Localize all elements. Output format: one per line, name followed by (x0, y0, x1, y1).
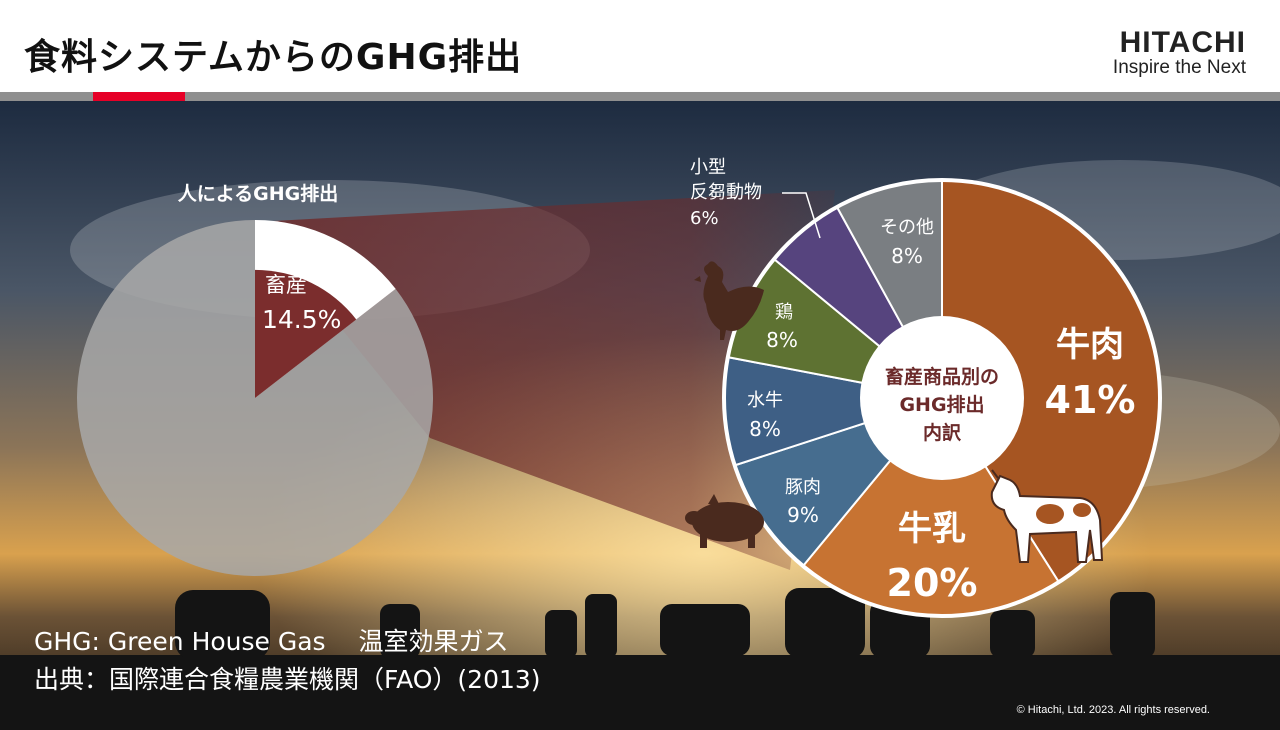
breakdown-outline (722, 178, 1162, 618)
chicken-icon (694, 261, 764, 340)
slide-header: 食料システムからのGHG排出 HITACHI Inspire the Next (0, 0, 1280, 92)
buffalo-value: 8% (749, 417, 781, 441)
small-ruminant-leader-line (782, 192, 821, 239)
milk-value: 20% (887, 561, 978, 605)
beef-value: 41% (1045, 378, 1136, 422)
other-label: その他 (880, 217, 934, 238)
pie-slice-livestock (255, 269, 357, 398)
center-label-line1: 畜産商品別の (885, 365, 999, 388)
small-ruminant-label-line2: 反芻動物 (690, 182, 762, 203)
small-ruminant-value: 6% (690, 208, 719, 229)
chart-scene: 人によるGHG排出 畜産 14.5% 畜産商品別の GHG排出 内訳 牛肉 41… (0, 101, 1280, 730)
human-ghg-title: 人によるGHG排出 (178, 182, 339, 205)
other-value: 8% (891, 244, 923, 268)
pork-value: 9% (787, 503, 819, 527)
header-divider (0, 92, 1280, 101)
hitachi-logo: HITACHI (1119, 26, 1246, 59)
pie-slice-other-emissions (77, 220, 434, 577)
livestock-value: 14.5% (262, 305, 341, 334)
small-ruminant-label-line1: 小型 (690, 157, 726, 178)
pig-icon (685, 494, 764, 548)
buffalo-label: 水牛 (747, 390, 783, 411)
chicken-value: 8% (766, 328, 798, 352)
logo-tagline: Inspire the Next (1112, 57, 1246, 78)
cattle-silhouettes (0, 588, 1280, 730)
beef-label: 牛肉 (1056, 325, 1124, 365)
livestock-label: 畜産 (265, 273, 307, 297)
slide-title: 食料システムからのGHG排出 (24, 37, 523, 78)
center-label-line2: GHG排出 (899, 393, 984, 416)
pork-label: 豚肉 (785, 477, 821, 498)
ghg-definition-note: GHG: Green House Gas 温室効果ガス (34, 627, 509, 656)
milk-label: 牛乳 (898, 509, 966, 549)
cow-icon (990, 469, 1104, 563)
header-accent-bar (93, 92, 185, 101)
center-label-line3: 内訳 (923, 421, 962, 444)
human-ghg-pie (77, 220, 434, 577)
zoom-connector (255, 190, 835, 570)
source-citation: 出典：国際連合食糧農業機関（FAO）(2013) (34, 665, 541, 694)
copyright: © Hitachi, Ltd. 2023. All rights reserve… (1016, 704, 1210, 716)
breakdown-center (860, 316, 1024, 480)
chicken-label: 鶏 (775, 302, 793, 323)
